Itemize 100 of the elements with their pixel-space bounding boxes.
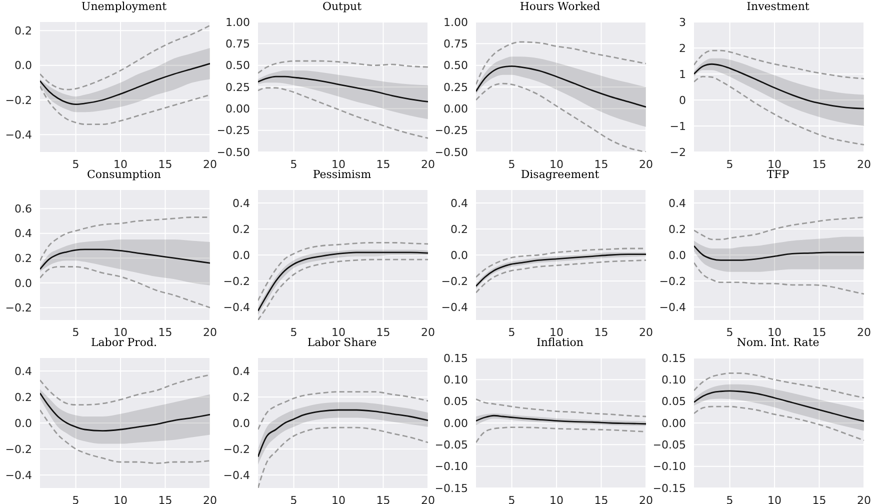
y-tick-label: 0.10 [662, 374, 686, 387]
y-tick-label: 0.4 [14, 227, 32, 240]
x-tick-label: 15 [812, 326, 826, 339]
line-series [40, 409, 210, 464]
y-tick-label: 0.25 [444, 80, 468, 94]
y-tick-label: 0.10 [444, 374, 468, 387]
y-tick-label: −0.2 [223, 274, 250, 288]
x-tick-label: 15 [158, 494, 172, 504]
x-tick-label: 20 [203, 494, 217, 504]
line-series [694, 390, 864, 422]
y-tick-label: 0.00 [226, 102, 250, 116]
y-tick-label: 0.2 [232, 390, 250, 404]
y-tick-label: −0.2 [5, 94, 32, 107]
line-series [476, 66, 646, 108]
line-series [40, 266, 210, 308]
y-tick-label: 0.0 [14, 59, 32, 72]
y-tick-label: 0.75 [226, 38, 250, 51]
y-tick-label: −0.4 [5, 468, 32, 482]
y-tick-label: 0.4 [232, 196, 250, 210]
y-tick-label: 0.05 [662, 395, 686, 408]
x-tick-label: 5 [508, 494, 516, 504]
line-series [694, 63, 864, 110]
x-tick-label: 15 [812, 494, 826, 504]
x-tick-label: 10 [768, 494, 782, 504]
line-series [476, 426, 646, 444]
x-tick-label: 5 [72, 326, 80, 339]
x-tick-label: 20 [857, 494, 871, 504]
y-tick-label: 0.75 [444, 38, 468, 51]
y-tick-label: 3 [679, 16, 686, 29]
y-tick-label: 0.4 [668, 196, 686, 210]
line-series [258, 409, 428, 458]
x-tick-label: 10 [768, 158, 782, 171]
chart-title: Labor Share [307, 336, 377, 349]
x-tick-label: 5 [290, 494, 298, 504]
y-tick-label: 0.0 [450, 248, 468, 262]
y-tick-label: −0.4 [223, 468, 250, 482]
y-tick-label: 0.0 [668, 248, 686, 262]
chart-title: Inflation [536, 336, 584, 349]
x-tick-label: 5 [72, 494, 80, 504]
line-series [40, 85, 210, 125]
y-tick-label: 0.00 [444, 416, 468, 430]
y-tick-label: 0 [679, 94, 686, 107]
y-tick-label: −0.2 [659, 274, 686, 288]
x-tick-label: 15 [376, 158, 390, 171]
x-tick-label: 20 [203, 326, 217, 339]
y-tick-label: 0.4 [14, 364, 32, 378]
y-tick-label: 0.2 [14, 252, 32, 265]
line-series [694, 76, 864, 146]
x-tick-label: 10 [332, 326, 346, 339]
y-tick-label: 0.50 [226, 59, 250, 72]
y-tick-label: 0.00 [444, 102, 468, 116]
chart-title: Nom. Int. Rate [736, 336, 820, 349]
x-tick-label: 15 [376, 326, 390, 339]
chart-title: Output [321, 0, 363, 14]
line-series [694, 50, 864, 80]
x-tick-label: 10 [550, 326, 564, 339]
y-tick-label: −0.4 [223, 300, 250, 314]
line-series [258, 391, 428, 430]
line-series [694, 245, 864, 261]
line-series [40, 62, 210, 106]
y-tick-label: −0.2 [223, 442, 250, 456]
x-tick-label: 5 [508, 158, 516, 171]
chart-title: Disagreement [520, 168, 600, 181]
y-tick-label: 1.00 [226, 16, 250, 29]
y-tick-label: −0.4 [5, 128, 32, 142]
x-tick-label: 15 [158, 158, 172, 171]
y-tick-label: 0.2 [232, 222, 250, 236]
y-tick-label: 1.00 [444, 16, 468, 29]
chart-title: Labor Prod. [90, 336, 158, 349]
y-tick-label: 0.6 [14, 202, 32, 216]
line-series [258, 426, 428, 488]
line-series [258, 60, 428, 74]
y-tick-label: 0.25 [226, 80, 250, 94]
y-tick-label: −0.4 [441, 300, 468, 314]
line-series [694, 372, 864, 399]
line-series [40, 374, 210, 406]
x-tick-label: 20 [857, 326, 871, 339]
chart-title: Pessimism [312, 168, 372, 181]
line-series [694, 406, 864, 442]
x-tick-label: 10 [550, 494, 564, 504]
y-tick-label: −2 [670, 146, 686, 159]
chart-title: Consumption [87, 168, 161, 181]
chart-title: Hours Worked [518, 0, 602, 14]
x-tick-label: 10 [550, 158, 564, 171]
y-tick-label: 0.0 [14, 276, 32, 290]
line-series [476, 41, 646, 86]
x-tick-label: 20 [421, 494, 435, 504]
line-series [40, 248, 210, 270]
chart-title: TFP [766, 168, 790, 181]
chart-title: Unemployment [80, 0, 168, 14]
x-tick-label: 5 [508, 326, 516, 339]
x-tick-label: 10 [114, 326, 128, 339]
x-tick-label: 5 [290, 158, 298, 171]
x-tick-label: 10 [332, 494, 346, 504]
x-tick-label: 20 [421, 158, 435, 171]
y-tick-label: 0.2 [668, 222, 686, 236]
x-tick-label: 5 [726, 494, 734, 504]
line-series [258, 242, 428, 302]
x-tick-label: 10 [114, 494, 128, 504]
line-series [476, 260, 646, 294]
